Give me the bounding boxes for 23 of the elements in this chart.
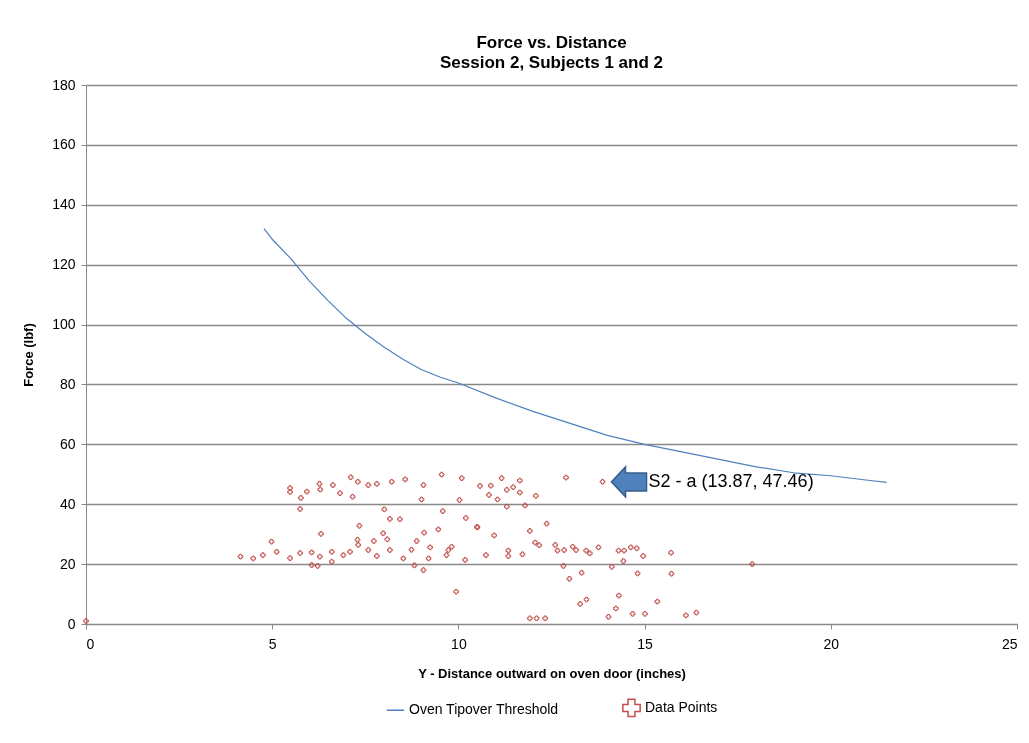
x-tick-label: 15 [637,635,654,652]
x-tick-label: 25 [1001,635,1018,652]
x-tick-label: 0 [86,635,95,652]
y-axis-title: Force (lbf) [21,323,37,387]
legend-label: Data Points [645,698,718,715]
legend-label: Oven Tipover Threshold [409,701,559,718]
chart-subtitle: Session 2, Subjects 1 and 2 [440,53,663,72]
y-tick-label: 80 [59,375,76,392]
annotation: S2 - a (13.87, 47.46) [648,470,814,491]
y-tick-label: 100 [52,316,76,333]
x-tick-label: 10 [451,635,467,652]
y-tick-label: 160 [52,136,76,153]
y-tick-label: 180 [52,76,76,93]
x-tick-label: 5 [268,635,277,652]
y-tick-label: 20 [59,555,76,572]
chart-title: Force vs. Distance [476,33,627,52]
y-tick-label: 120 [52,256,76,273]
y-tick-label: 140 [52,196,76,213]
y-tick-label: 0 [67,615,76,632]
x-axis-title: Y - Distance outward on oven door (inches) [418,665,686,681]
y-tick-label: 40 [59,495,76,512]
y-tick-label: 60 [59,435,76,452]
x-tick-label: 20 [823,635,840,652]
